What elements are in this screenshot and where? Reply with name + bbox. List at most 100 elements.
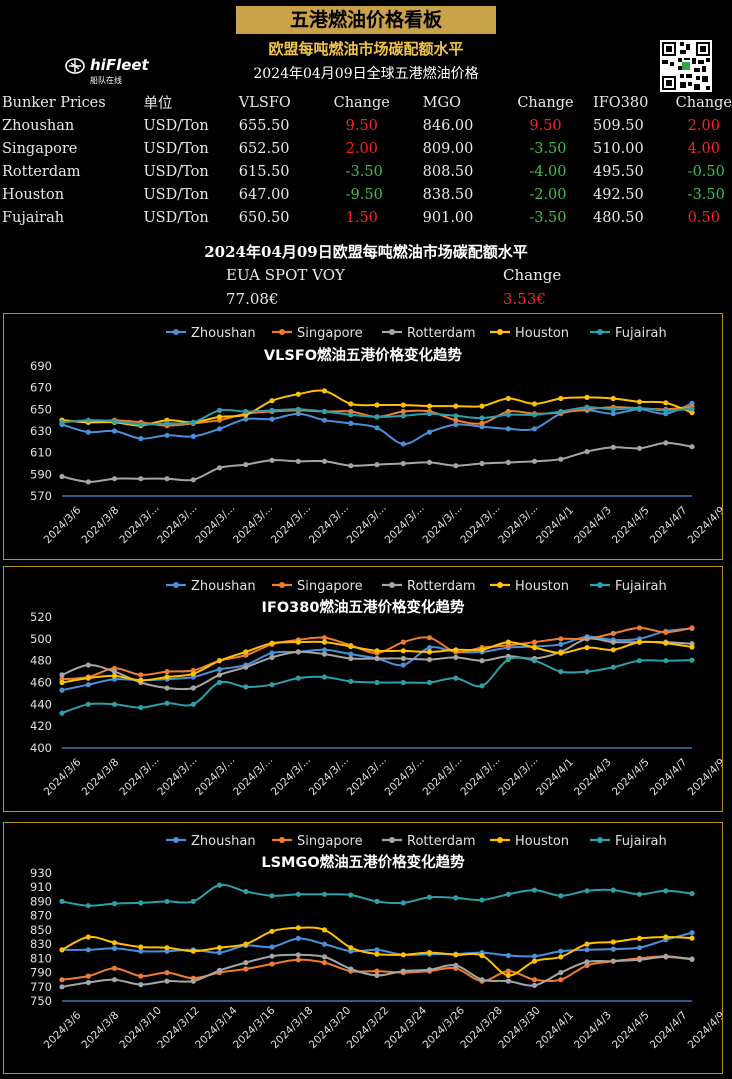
data-point	[453, 895, 459, 901]
data-point	[558, 636, 564, 642]
data-point	[584, 449, 590, 455]
data-point	[85, 682, 91, 688]
data-point	[663, 888, 669, 894]
data-point	[426, 894, 433, 900]
data-point	[348, 412, 354, 418]
data-point	[138, 900, 144, 906]
data-point	[164, 685, 170, 691]
legend-marker	[173, 582, 179, 588]
data-point	[85, 947, 91, 953]
data-point	[374, 414, 380, 420]
x-tick-label: 2024/3/...	[307, 502, 351, 546]
data-point	[400, 639, 406, 645]
ifo380-chart: Zhoushan Singapore Rotterdam Houston Fujaira…	[30, 579, 722, 798]
y-tick-label: 590	[30, 467, 52, 481]
data-point	[321, 388, 328, 394]
cell-mgo: 846.00	[422, 117, 474, 134]
legend-marker	[597, 329, 603, 335]
y-tick-label: 440	[30, 697, 52, 711]
data-point	[216, 666, 223, 672]
x-tick-label: 2024/3/...	[345, 502, 389, 546]
data-point	[479, 415, 485, 421]
data-point	[85, 429, 91, 435]
data-point	[374, 425, 380, 431]
x-tick-label: 2024/4/9	[686, 1009, 722, 1051]
data-point	[610, 444, 616, 450]
data-point	[348, 420, 354, 426]
data-point	[111, 965, 118, 971]
data-point	[479, 683, 485, 689]
data-point	[558, 893, 564, 899]
cell-ifo-chg: -0.50	[687, 163, 725, 180]
data-point	[164, 978, 170, 984]
data-point	[348, 643, 354, 650]
data-point	[348, 651, 354, 657]
y-tick-label: 670	[30, 381, 52, 395]
data-point	[59, 947, 65, 953]
cell-vlsfo: 615.50	[238, 163, 290, 180]
legend-label: Singapore	[297, 326, 363, 341]
data-point	[190, 701, 196, 707]
data-point	[479, 897, 485, 903]
data-point	[190, 948, 196, 954]
data-point	[374, 968, 380, 974]
y-tick-label: 750	[30, 994, 52, 1008]
data-point	[269, 928, 275, 934]
data-point	[374, 951, 380, 957]
data-point	[269, 416, 275, 422]
cell-unit: USD/Ton	[143, 140, 209, 157]
data-point	[216, 967, 223, 973]
data-point	[243, 888, 249, 895]
legend-label: Rotterdam	[407, 834, 476, 849]
table-row: Singapore USD/Ton 652.50 2.00 809.00 -3.50 510…	[2, 137, 732, 160]
x-tick-label: 2024/4/7	[648, 504, 690, 546]
chart-title: IFO380燃油五港价格变化趋势	[262, 598, 465, 616]
data-point	[584, 947, 590, 953]
data-point	[558, 948, 564, 954]
y-tick-label: 770	[30, 980, 52, 994]
data-point	[243, 408, 249, 415]
data-point	[400, 662, 406, 668]
data-point	[111, 701, 118, 707]
data-point	[59, 679, 65, 686]
data-point	[636, 405, 643, 411]
data-point	[584, 941, 590, 947]
column-header: Change	[333, 94, 390, 111]
data-point	[400, 408, 406, 415]
data-point	[59, 977, 65, 983]
x-tick-label: 2024/4/3	[572, 504, 614, 546]
ifo380-chart-panel: Zhoushan Singapore Rotterdam Houston Fujaira…	[3, 566, 723, 812]
data-point	[663, 407, 669, 413]
data-point	[216, 950, 223, 956]
data-point	[321, 927, 328, 933]
data-point	[243, 416, 249, 422]
legend-marker	[497, 582, 503, 588]
data-point	[400, 413, 406, 419]
data-point	[400, 968, 406, 974]
data-point	[295, 952, 301, 958]
data-point	[610, 395, 616, 402]
data-point	[269, 961, 275, 967]
table-header-row: Bunker Prices 单位 VLSFO Change MGO Change IFO38…	[2, 91, 732, 114]
data-point	[59, 710, 65, 716]
x-tick-label: 2024/4/7	[648, 756, 690, 798]
data-point	[164, 476, 170, 482]
legend-marker	[279, 582, 285, 588]
data-point	[505, 639, 511, 645]
data-point	[111, 476, 118, 482]
data-point	[164, 420, 170, 426]
data-point	[663, 934, 669, 940]
data-point	[321, 408, 328, 415]
data-point	[584, 404, 590, 410]
eua-title: 2024年04月09日欧盟每吨燃油市场碳配额水平	[204, 243, 528, 261]
data-point	[558, 395, 564, 402]
column-header: VLSFO	[238, 94, 291, 111]
data-point	[216, 679, 223, 686]
series-line-houston	[61, 640, 693, 684]
x-tick-label: 2024/3/...	[155, 754, 199, 798]
chart-legend: Zhoushan Singapore Rotterdam Houston Fujaira…	[166, 834, 667, 849]
data-point	[531, 426, 538, 432]
data-point	[216, 945, 223, 951]
x-tick-label: 2024/3/...	[231, 502, 275, 546]
data-point	[111, 940, 118, 946]
